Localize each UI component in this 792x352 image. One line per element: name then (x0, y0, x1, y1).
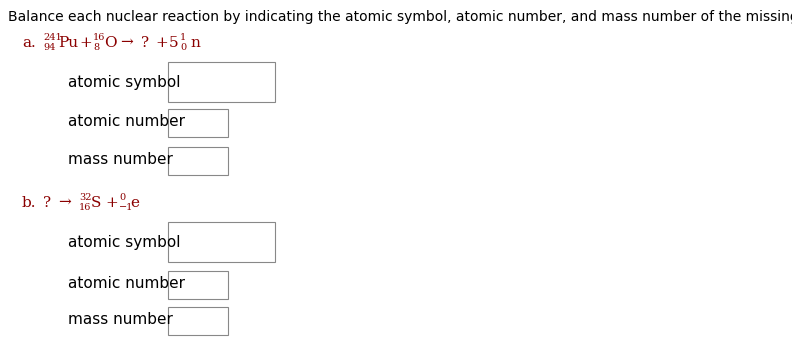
Text: +: + (155, 36, 168, 50)
Text: 1: 1 (180, 33, 186, 43)
Text: 241: 241 (43, 33, 62, 43)
Text: e: e (130, 196, 139, 210)
Text: Pu: Pu (58, 36, 78, 50)
Text: atomic number: atomic number (68, 114, 185, 130)
Text: atomic symbol: atomic symbol (68, 75, 181, 89)
Text: 5: 5 (169, 36, 179, 50)
Text: 94: 94 (43, 44, 55, 52)
Text: 8: 8 (93, 44, 99, 52)
Text: mass number: mass number (68, 152, 173, 168)
Text: O: O (104, 36, 116, 50)
Text: 32: 32 (79, 194, 92, 202)
Text: S: S (91, 196, 101, 210)
Text: 0: 0 (180, 44, 186, 52)
Text: ?: ? (141, 36, 149, 50)
Bar (168, 271, 228, 299)
Text: →: → (120, 36, 133, 50)
Bar (168, 307, 228, 335)
Text: Balance each nuclear reaction by indicating the atomic symbol, atomic number, an: Balance each nuclear reaction by indicat… (8, 10, 792, 24)
Text: mass number: mass number (68, 313, 173, 327)
Text: a.: a. (22, 36, 36, 50)
Text: −1: −1 (119, 203, 133, 213)
Text: atomic number: atomic number (68, 277, 185, 291)
Text: n: n (190, 36, 200, 50)
Bar (168, 109, 228, 137)
Bar (168, 62, 275, 102)
Text: +: + (79, 36, 92, 50)
Text: b.: b. (22, 196, 36, 210)
Text: 16: 16 (93, 33, 105, 43)
Bar (168, 147, 228, 175)
Text: atomic symbol: atomic symbol (68, 234, 181, 250)
Text: 0: 0 (119, 194, 125, 202)
Bar (168, 222, 275, 262)
Text: 16: 16 (79, 203, 91, 213)
Text: +: + (105, 196, 118, 210)
Text: ?: ? (43, 196, 51, 210)
Text: →: → (58, 196, 70, 210)
